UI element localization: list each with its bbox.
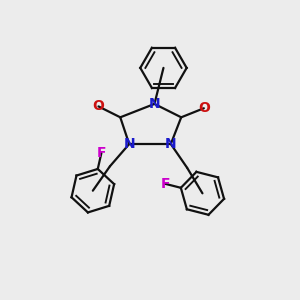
Text: N: N — [165, 137, 177, 151]
Text: O: O — [198, 101, 210, 115]
Text: N: N — [148, 97, 160, 111]
Text: O: O — [92, 99, 104, 113]
Text: F: F — [160, 177, 170, 191]
Text: N: N — [123, 137, 135, 151]
Text: F: F — [97, 146, 106, 160]
